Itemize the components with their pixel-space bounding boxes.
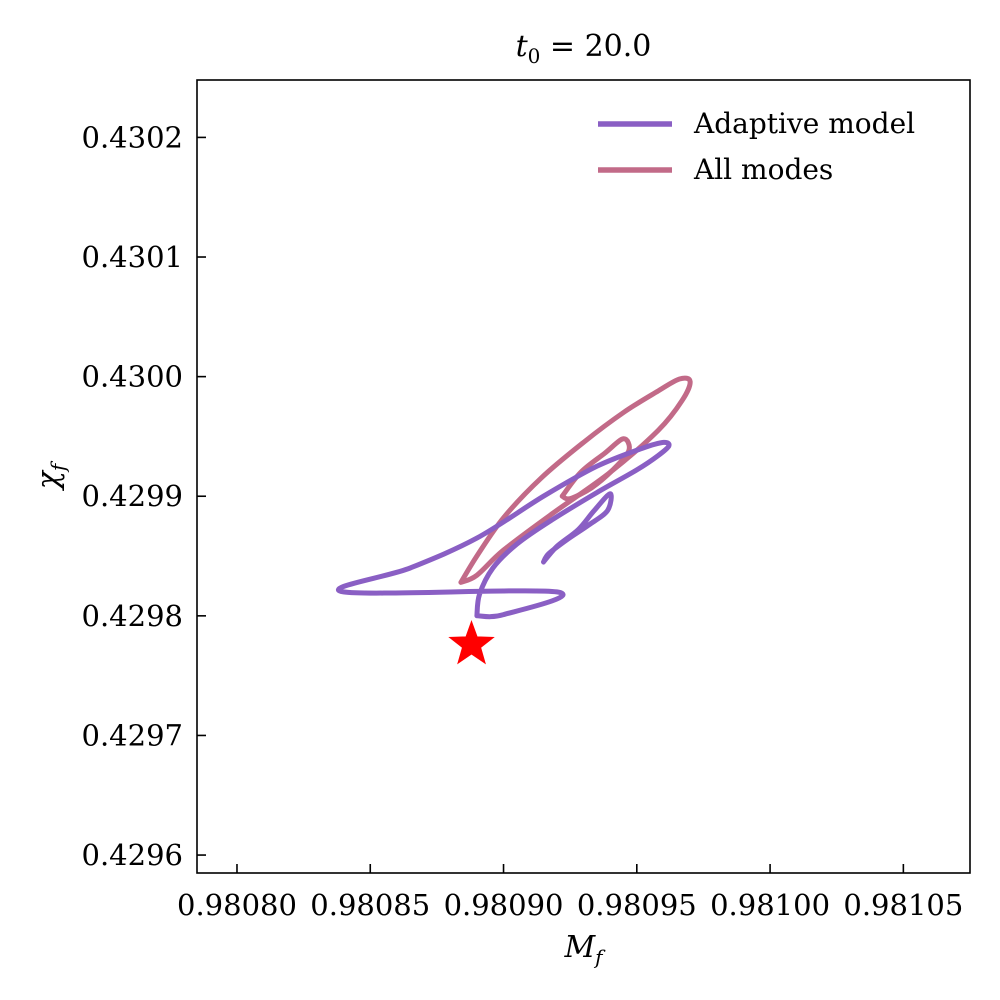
contour-all-modes-1 [458,375,693,585]
x-tick-label: 0.98090 [444,888,564,922]
star-marker [448,620,495,665]
y-tick-label: 0.4302 [82,120,183,154]
y-tick-label: 0.4299 [82,479,183,513]
x-tick-label: 0.98100 [710,888,830,922]
x-tick-label: 0.98080 [177,888,297,922]
axes-frame [196,79,971,874]
x-tick-label: 0.98085 [310,888,430,922]
y-tick-label: 0.4296 [82,838,183,872]
y-tick-label: 0.4301 [82,240,183,274]
y-tick-label: 0.4298 [82,599,183,633]
legend-label-all-modes: All modes [693,153,833,186]
y-tick-label: 0.4300 [82,360,183,394]
y-tick-label: 0.4297 [82,718,183,752]
x-axis-label: Mf [563,930,606,969]
x-tick-label: 0.98095 [577,888,697,922]
legend: Adaptive model All modes [598,107,915,186]
x-tick-label: 0.98105 [843,888,963,922]
chart-title: t0 = 20.0 [516,29,652,68]
contour-adaptive-model-2 [541,491,614,565]
y-axis-label: χf [31,460,70,491]
contour-adaptive-model-1 [336,439,672,620]
legend-label-adaptive-model: Adaptive model [693,107,915,140]
axes-layer: 0.98080 0.98085 0.98090 0.98095 0.98100 0.981… [82,79,971,922]
plot-layer [336,375,693,665]
